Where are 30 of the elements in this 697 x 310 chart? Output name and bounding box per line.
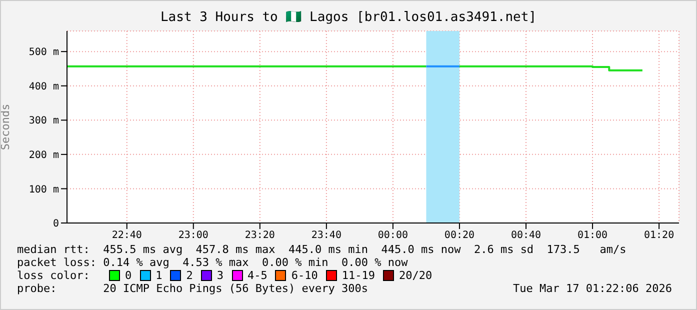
y-tick-label: 300 m bbox=[28, 116, 59, 127]
y-tick-label: 400 m bbox=[28, 81, 59, 92]
x-tick-label: 01:20 bbox=[644, 230, 674, 242]
y-tick-label: 500 m bbox=[28, 47, 59, 58]
text: 11-19 bbox=[340, 269, 375, 282]
text: 4-5 bbox=[246, 269, 268, 282]
x-tick-label: 01:00 bbox=[577, 230, 608, 242]
y-axis-title: Seconds bbox=[0, 104, 12, 150]
chart-title: Last 3 Hours to 🇳🇬 Lagos [br01.los01.as3491.net] bbox=[159, 9, 538, 27]
text: 6-10 bbox=[290, 269, 318, 282]
text: median rtt: 455.5 ms avg 457.8 ms max 445.0 ms min 445.0 ms now 2.6 ms sd 173.5 am/s bbox=[17, 243, 628, 256]
text: 0 bbox=[124, 269, 132, 282]
text: 3 bbox=[216, 269, 224, 282]
text: probe: 20 ICMP Echo Pings (56 Bytes) every 300s bbox=[17, 282, 368, 295]
x-tick-label: 00:00 bbox=[378, 230, 408, 242]
text: loss color: bbox=[17, 269, 91, 282]
x-tick-label: 00:40 bbox=[510, 230, 542, 242]
x-tick-label: 23:00 bbox=[178, 230, 208, 242]
y-tick-label: 0 bbox=[52, 218, 59, 230]
text: Tue Mar 17 01:22:06 2026 bbox=[513, 282, 672, 295]
y-tick-label: 100 m bbox=[28, 184, 59, 196]
text: 20/20 bbox=[398, 269, 432, 282]
text: 2 bbox=[185, 269, 193, 282]
x-tick-label: 22:40 bbox=[112, 230, 142, 242]
x-tick-label: 00:20 bbox=[444, 230, 475, 242]
text: packet loss: 0.14 % avg 4.53 % max 0.00 % min 0.00 % now bbox=[17, 256, 409, 269]
x-tick-label: 23:20 bbox=[244, 230, 275, 242]
x-tick-label: 23:40 bbox=[311, 230, 342, 242]
text: 1 bbox=[154, 269, 162, 282]
y-tick-label: 200 m bbox=[28, 150, 59, 161]
